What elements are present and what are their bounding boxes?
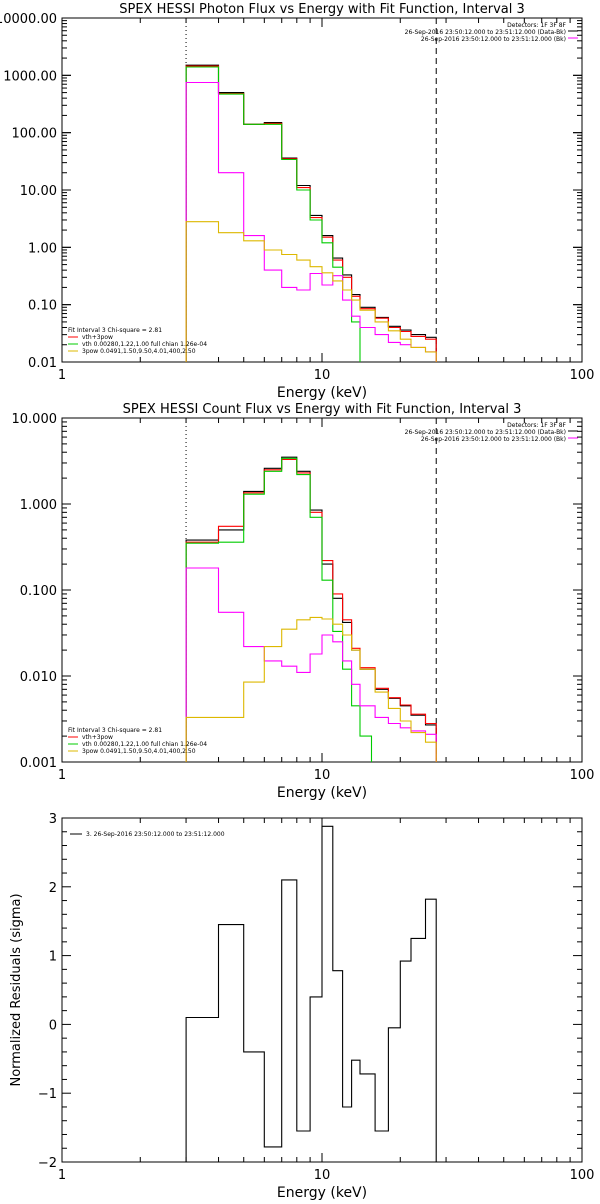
y-tick-label: 1.000 — [20, 498, 57, 513]
x-axis-label: Energy (keV) — [277, 785, 367, 801]
legend-entry: vth 0.00280,1.22,1.00 full chian 1.26e-0… — [82, 341, 207, 348]
x-tick-label: 1 — [58, 768, 66, 783]
legend-entry: vth+3pow — [82, 734, 113, 741]
series-line-3 — [185, 567, 437, 762]
series-line-3 — [185, 81, 437, 362]
chart-panel-1: SPEX HESSI Photon Flux vs Energy with Fi… — [0, 2, 594, 401]
series-line-1 — [185, 458, 437, 762]
chart-panel-2: SPEX HESSI Count Flux vs Energy with Fit… — [12, 402, 595, 801]
header-line: 26-Sep-2016 23:50:12.000 to 23:51:12.000… — [405, 29, 566, 36]
x-tick-label: 100 — [570, 768, 595, 783]
header-line: 26-Sep-2016 23:50:12.000 to 23:51:12.000… — [421, 436, 566, 443]
series-line-0 — [185, 825, 437, 1162]
y-tick-label: 1 — [49, 950, 57, 965]
series-group — [185, 456, 437, 762]
header-line: Detectors: 1F 3F 8F — [507, 422, 566, 429]
y-tick-label: 0 — [49, 1018, 57, 1033]
legend-entry: 3pow 0.0491,1.50,9.50,4.01,400,2.50 — [82, 348, 196, 355]
x-axis-label: Energy (keV) — [277, 385, 367, 401]
fit-label: Fit Interval 3 Chi-square = 2.81 — [68, 327, 162, 334]
chart-title: SPEX HESSI Photon Flux vs Energy with Fi… — [119, 2, 525, 17]
x-tick-label: 10 — [314, 368, 331, 383]
y-tick-label: 0.010 — [20, 670, 57, 685]
y-tick-label: 3 — [49, 812, 57, 827]
y-tick-label: −1 — [38, 1087, 57, 1102]
chart-title: SPEX HESSI Count Flux vs Energy with Fit… — [123, 402, 522, 417]
header-line: 26-Sep-2016 23:50:12.000 to 23:51:12.000… — [405, 429, 566, 436]
x-tick-label: 10 — [314, 1168, 331, 1183]
series-group — [185, 64, 437, 362]
plot-frame — [61, 17, 583, 363]
y-tick-label: 2 — [49, 881, 57, 896]
header-line: 26-Sep-2016 23:50:12.000 to 23:51:12.000… — [421, 36, 566, 43]
fit-label: Fit Interval 3 Chi-square = 2.81 — [68, 727, 162, 734]
y-tick-label: 10.000 — [12, 412, 58, 427]
series-line-4 — [185, 616, 437, 762]
y-tick-label: 10.00 — [20, 184, 57, 199]
y-tick-label: 0.01 — [28, 356, 57, 371]
y-tick-label: 10000.00 — [0, 12, 57, 27]
series-line-2 — [185, 66, 361, 362]
legend-entry: vth+3pow — [82, 334, 113, 341]
y-tick-label: 0.001 — [20, 756, 57, 771]
legend-entry: vth 0.00280,1.22,1.00 full chian 1.26e-0… — [82, 741, 207, 748]
y-tick-label: 1.00 — [28, 241, 57, 256]
y-tick-label: −2 — [38, 1156, 57, 1171]
plot-frame — [61, 417, 583, 763]
series-group — [185, 825, 437, 1162]
x-tick-label: 1 — [58, 1168, 66, 1183]
x-tick-label: 1 — [58, 368, 66, 383]
series-line-2 — [185, 457, 373, 762]
series-line-0 — [185, 64, 437, 362]
y-tick-label: 0.10 — [28, 299, 57, 314]
y-tick-label: 0.100 — [20, 584, 57, 599]
y-tick-label: 1000.00 — [3, 69, 57, 84]
series-line-1 — [185, 65, 437, 362]
y-tick-label: 100.00 — [12, 127, 58, 142]
x-tick-label: 100 — [570, 368, 595, 383]
chart-panel-3: 1 10 100 Energy (keV) −2 −1 0 1 2 3 Normalized Res… — [9, 812, 595, 1201]
x-tick-label: 100 — [570, 1168, 595, 1183]
y-axis-label: Normalized Residuals (sigma) — [9, 893, 24, 1086]
x-axis-label: Energy (keV) — [277, 1185, 367, 1200]
legend-entry: 3. 26-Sep-2016 23:50:12.000 to 23:51:12.… — [86, 831, 225, 838]
series-line-4 — [185, 221, 437, 362]
legend-entry: 3pow 0.0491,1.50,9.50,4.01,400,2.50 — [82, 748, 196, 755]
series-line-0 — [185, 456, 437, 762]
x-tick-label: 10 — [314, 768, 331, 783]
header-line: Detectors: 1F 3F 8F — [507, 22, 566, 29]
